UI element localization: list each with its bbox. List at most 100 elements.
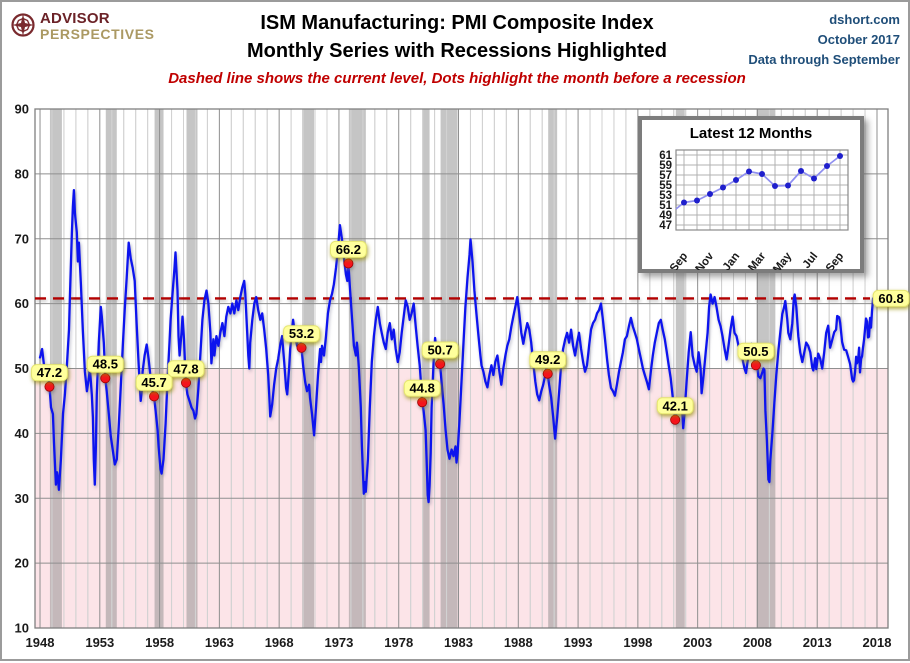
- callout-text: 45.7: [141, 375, 166, 390]
- svg-text:2003: 2003: [683, 635, 712, 650]
- svg-text:Jul: Jul: [801, 250, 821, 270]
- svg-text:2008: 2008: [743, 635, 772, 650]
- chart-title-line2: Monthly Series with Recessions Highlight…: [246, 40, 668, 62]
- callout-bubble: [167, 360, 205, 378]
- svg-text:10: 10: [15, 621, 29, 636]
- svg-text:1983: 1983: [444, 635, 473, 650]
- compass-rose-icon: [10, 11, 37, 46]
- svg-text:55: 55: [659, 180, 672, 192]
- callout-text: 42.1: [663, 398, 688, 413]
- callout-text: 50.5: [743, 344, 768, 359]
- value-callouts: 47.2 48.5 45.7 47.8 53.2 66.2 44.8 50.7 49.2 42.1…: [31, 240, 910, 415]
- callout-bubble: [283, 325, 320, 343]
- svg-text:1973: 1973: [324, 635, 353, 650]
- inset-dot: [759, 171, 765, 177]
- svg-text:59: 59: [659, 160, 672, 172]
- inset-x-labels: Sep Nov Jan Mar May Jul Sep: [668, 250, 846, 270]
- svg-text:30: 30: [15, 491, 29, 506]
- pre-recession-dot: [296, 342, 307, 353]
- inset-dot: [824, 163, 830, 169]
- pre-recession-dot: [100, 373, 111, 384]
- callout-text: 48.5: [93, 357, 118, 372]
- svg-text:Nov: Nov: [694, 250, 717, 270]
- inset-dot: [733, 177, 739, 183]
- callout-text: 50.7: [427, 342, 452, 357]
- callout-text: 53.2: [289, 326, 314, 341]
- svg-text:80: 80: [15, 166, 29, 181]
- callout-bubble: [329, 240, 367, 258]
- pre-recession-dots: [44, 258, 761, 425]
- svg-text:51: 51: [659, 200, 672, 212]
- svg-text:1988: 1988: [504, 635, 533, 650]
- logo-text-advisor: ADVISOR: [40, 10, 110, 27]
- svg-text:Sep: Sep: [824, 250, 846, 270]
- inset-dot: [720, 184, 726, 191]
- svg-text:1953: 1953: [85, 635, 114, 650]
- latest-12-months-inset: Latest 12 Months 61 59 57 55 53 51 49 47 Sep Nov J…: [638, 116, 864, 273]
- inset-line: [675, 155, 841, 210]
- logo-text-perspectives: PERSPECTIVES: [40, 26, 155, 42]
- pre-recession-dot: [670, 414, 681, 425]
- svg-text:20: 20: [15, 556, 29, 571]
- callout-bubble: [872, 289, 910, 307]
- callout-text: 66.2: [336, 242, 361, 257]
- svg-text:1993: 1993: [564, 635, 593, 650]
- inset-dots: [681, 153, 843, 206]
- pre-recession-dot: [181, 377, 192, 388]
- pre-recession-dot: [750, 360, 761, 371]
- callout-bubble: [86, 355, 124, 373]
- inset-dot: [746, 168, 752, 175]
- callout-bubble: [403, 379, 441, 397]
- svg-text:Jan: Jan: [721, 250, 743, 270]
- svg-text:1948: 1948: [26, 635, 55, 650]
- callout-text: 60.8: [878, 291, 903, 306]
- callout-bubble: [421, 341, 459, 359]
- svg-text:Mar: Mar: [746, 250, 768, 270]
- svg-text:May: May: [771, 250, 795, 270]
- callout-bubble: [529, 351, 567, 369]
- svg-text:60: 60: [15, 296, 29, 311]
- callout-text: 47.8: [173, 361, 198, 376]
- pre-recession-dot: [343, 258, 354, 269]
- callout-bubble: [135, 373, 173, 391]
- svg-text:1968: 1968: [265, 635, 294, 650]
- chart-title-line1: ISM Manufacturing: PMI Composite Index: [260, 12, 654, 34]
- inset-dot: [772, 183, 778, 189]
- inset-title: Latest 12 Months: [689, 125, 813, 142]
- callout-text: 44.8: [410, 381, 435, 396]
- advisor-perspectives-logo: ADVISOR PERSPECTIVES: [10, 11, 155, 46]
- pre-recession-dot: [44, 381, 55, 392]
- svg-text:50: 50: [15, 361, 29, 376]
- svg-text:53: 53: [659, 190, 672, 202]
- source-data-through: Data through September: [748, 52, 900, 68]
- inset-dot: [811, 175, 817, 182]
- callout-text: 47.2: [37, 365, 62, 380]
- pre-recession-dot: [542, 368, 553, 379]
- inset-gridlines: [676, 150, 848, 230]
- svg-text:1963: 1963: [205, 635, 234, 650]
- inset-dot: [798, 168, 804, 174]
- svg-text:90: 90: [15, 102, 29, 117]
- source-site: dshort.com: [829, 12, 900, 27]
- chart-subtitle: Dashed line shows the current level, Dot…: [168, 70, 746, 87]
- pre-recession-dot: [435, 358, 446, 369]
- inset-plot-border: [675, 149, 849, 231]
- source-date: October 2017: [817, 32, 900, 48]
- svg-text:47: 47: [659, 220, 672, 232]
- svg-text:2018: 2018: [863, 635, 892, 650]
- source-block: dshort.com October 2017 Data through Sep…: [748, 10, 900, 70]
- callout-bubble: [31, 364, 68, 382]
- svg-text:57: 57: [659, 170, 672, 182]
- inset-dot: [681, 199, 687, 206]
- svg-text:Sep: Sep: [668, 250, 690, 270]
- svg-text:1958: 1958: [145, 635, 174, 650]
- inset-dot: [785, 182, 791, 189]
- inset-dot: [837, 153, 843, 159]
- svg-text:61: 61: [659, 150, 672, 162]
- callout-bubble: [656, 397, 694, 415]
- inset-dot: [707, 191, 713, 197]
